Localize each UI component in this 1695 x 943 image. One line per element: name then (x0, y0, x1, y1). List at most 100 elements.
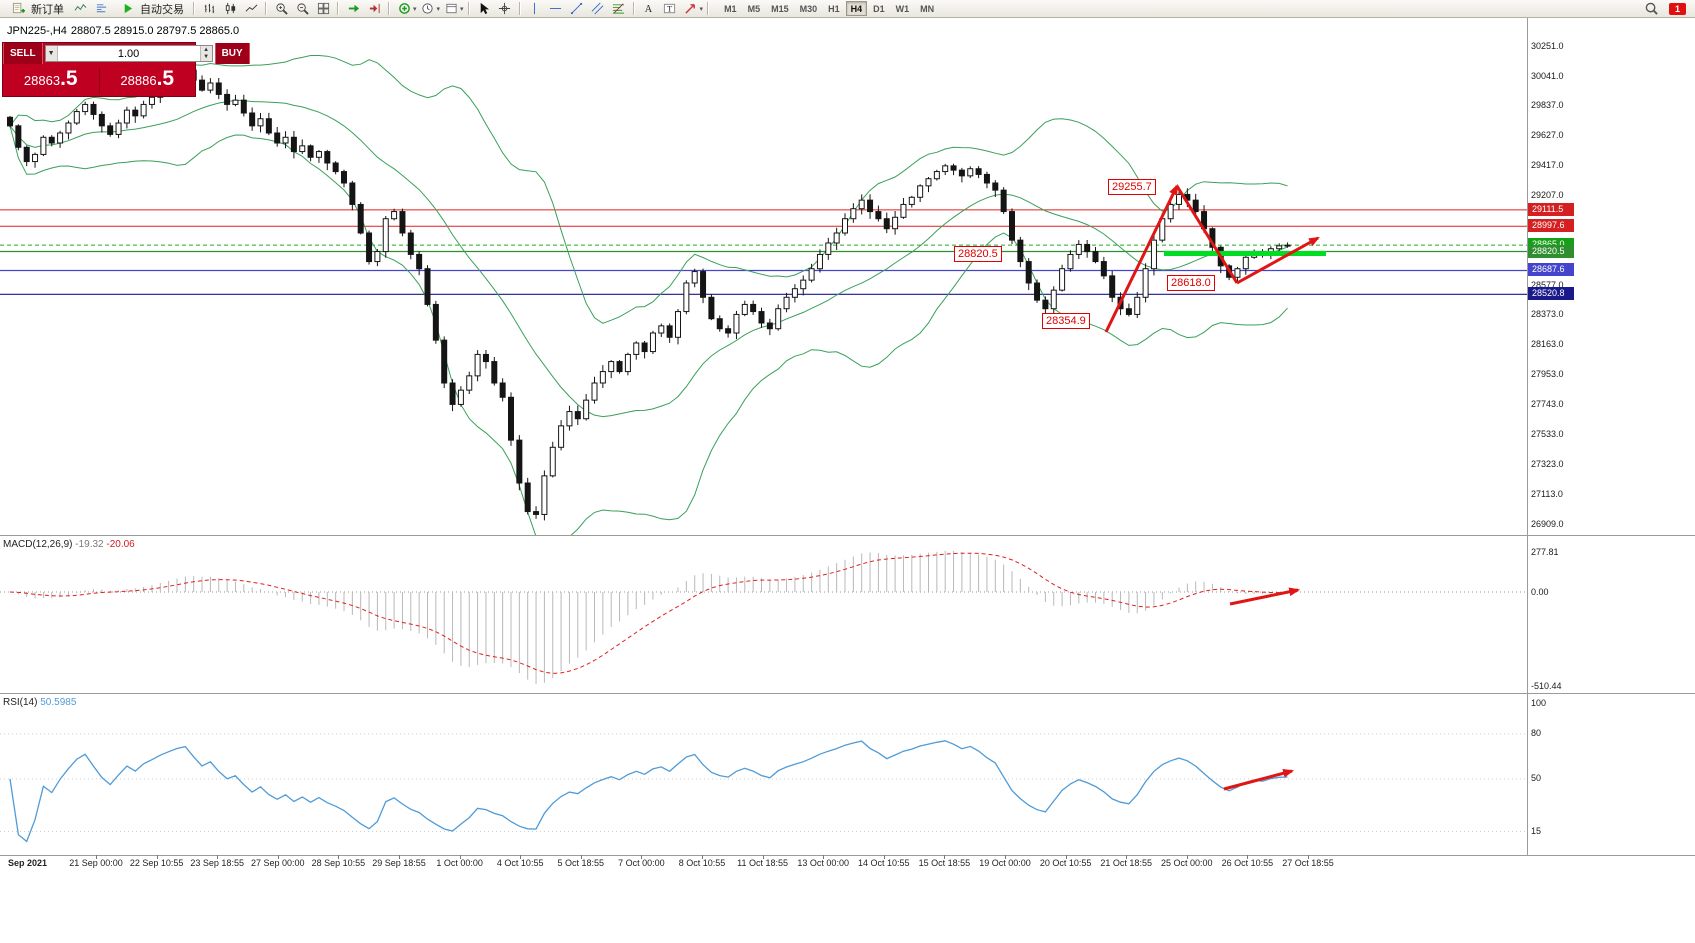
horizontal-line-icon[interactable] (546, 0, 566, 18)
channel-icon[interactable] (588, 0, 608, 18)
search-icon[interactable] (1641, 0, 1661, 18)
fibonacci-icon[interactable] (609, 0, 629, 18)
timeframe-button-w1[interactable]: W1 (891, 1, 915, 16)
timeframe-button-d1[interactable]: D1 (868, 1, 890, 16)
text-icon[interactable]: A (639, 0, 659, 18)
time-axis-label: 26 Oct 10:55 (1221, 858, 1274, 868)
timeframe-button-mn[interactable]: MN (915, 1, 939, 16)
trade-panel-controls: SELL ▼ ▲▼ BUY (3, 43, 250, 64)
candle-body (816, 253, 823, 270)
price-axis-label: 29837.0 (1531, 100, 1564, 111)
main-price-chart[interactable] (0, 18, 1527, 535)
price-axis-label: 27533.0 (1531, 429, 1564, 440)
chevron-down-icon[interactable]: ▾ (460, 5, 464, 13)
text-label-icon[interactable]: T (660, 0, 680, 18)
zoom-out-icon[interactable] (292, 0, 312, 18)
candle-body (232, 99, 239, 105)
buy-button[interactable]: BUY (214, 43, 250, 64)
panel-separator[interactable] (0, 693, 1695, 694)
candle-body (683, 282, 690, 313)
spinner-down-icon[interactable]: ▼ (203, 53, 210, 60)
macd-trend-arrow[interactable] (1229, 587, 1301, 606)
candle-body (624, 353, 631, 373)
spinner-up-icon[interactable]: ▲ (203, 46, 210, 53)
lot-size-input[interactable] (57, 46, 200, 61)
candle-body (1000, 189, 1007, 213)
candle-body (633, 342, 640, 355)
timeframe-button-m1[interactable]: M1 (719, 1, 742, 16)
periods-icon[interactable] (418, 0, 438, 18)
zoom-in-icon[interactable] (271, 0, 291, 18)
candle-body (324, 151, 331, 164)
candle-body (1142, 268, 1149, 298)
indicators-icon[interactable] (394, 0, 414, 18)
buy-price[interactable]: 28886.5 (120, 67, 175, 90)
price-axis-label: 29627.0 (1531, 130, 1564, 141)
auto-scroll-icon[interactable] (343, 0, 363, 18)
candle-body (842, 218, 848, 234)
new-order-button[interactable]: 新订单 (3, 0, 69, 18)
time-axis-label: 22 Sep 10:55 (129, 858, 184, 868)
chevron-down-icon[interactable]: ▾ (436, 5, 441, 13)
notification-badge[interactable]: 1 (1669, 2, 1686, 15)
tick-chart-icon[interactable] (70, 0, 90, 18)
bar-chart-icon[interactable] (199, 0, 219, 18)
candle-body (382, 218, 389, 253)
tile-windows-icon[interactable] (313, 0, 333, 18)
crosshair-icon[interactable] (495, 0, 515, 18)
vertical-line-icon[interactable] (525, 0, 545, 18)
candle-body (65, 122, 72, 134)
candle-body (1109, 275, 1116, 298)
lot-spinner[interactable]: ▲ ▼ (199, 46, 212, 61)
sell-price[interactable]: 28863.5 (23, 67, 78, 90)
candle-body (750, 303, 757, 313)
time-axis-label: Sep 2021 (8, 858, 48, 868)
price-tag: 28865.0 (1528, 238, 1574, 252)
cursor-icon[interactable] (474, 0, 494, 18)
chart-shift-icon[interactable] (364, 0, 384, 18)
candle-body (265, 118, 272, 134)
line-chart-icon[interactable] (241, 0, 261, 18)
sell-button[interactable]: SELL (3, 43, 43, 64)
chevron-down-icon[interactable]: ▾ (413, 5, 417, 13)
new-order-label: 新订单 (31, 3, 64, 16)
timeframe-button-h1[interactable]: H1 (823, 1, 845, 16)
trend-arrow[interactable] (1104, 184, 1179, 333)
candle-body (574, 411, 581, 420)
lot-dropdown-icon[interactable]: ▼ (45, 46, 58, 61)
templates-icon[interactable] (441, 0, 461, 18)
market-depth-icon[interactable] (91, 0, 111, 18)
rsi-axis-label: 80 (1531, 728, 1542, 738)
toolbar-separator (337, 2, 339, 15)
auto-trading-button[interactable]: 自动交易 (112, 0, 189, 18)
candle-body (98, 113, 105, 127)
toolbar-separator (632, 2, 635, 15)
candle-body (391, 211, 398, 220)
timeframe-button-h4[interactable]: H4 (845, 1, 868, 16)
trendline-icon[interactable] (567, 0, 587, 18)
chevron-down-icon[interactable]: ▾ (699, 5, 704, 13)
candlestick-chart-icon[interactable] (220, 0, 240, 18)
candle-body (800, 279, 807, 290)
trend-arrow[interactable] (1236, 236, 1320, 285)
price-axis-label: 30041.0 (1531, 71, 1564, 82)
arrows-tool-icon[interactable] (681, 0, 701, 18)
time-axis-label: 21 Oct 18:55 (1100, 858, 1152, 868)
timeframe-button-m5[interactable]: M5 (743, 1, 766, 16)
candle-body (833, 232, 840, 244)
rsi-trend-arrow[interactable] (1223, 768, 1295, 791)
price-axis-label: 29207.0 (1531, 190, 1564, 201)
price-axis-label: 27323.0 (1531, 459, 1564, 470)
macd-panel-chart[interactable] (0, 536, 1527, 693)
time-axis-label: 20 Oct 10:55 (1039, 858, 1092, 868)
rsi-label: RSI(14) 50.5985 (3, 697, 77, 708)
panel-separator[interactable] (0, 535, 1695, 536)
timeframe-button-m30[interactable]: M30 (795, 1, 823, 16)
candle-body (82, 103, 89, 113)
timeframe-button-m15[interactable]: M15 (766, 1, 794, 16)
candle-body (115, 122, 122, 135)
rsi-panel-chart[interactable] (0, 694, 1527, 855)
time-axis-label: 5 Oct 18:55 (557, 858, 605, 868)
trend-arrow[interactable] (1175, 185, 1239, 284)
svg-text:T: T (667, 4, 672, 13)
